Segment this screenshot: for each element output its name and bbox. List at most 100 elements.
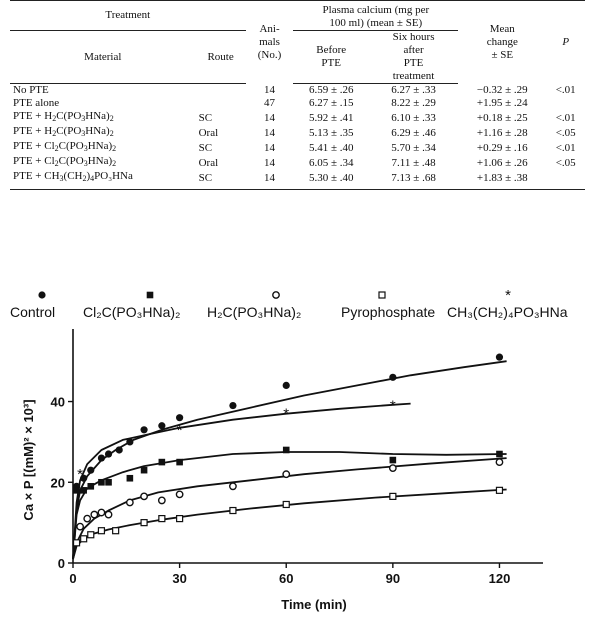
table-row: No PTE 14 6.59 ± .26 6.27 ± .33 −0.32 ± … [10, 84, 585, 98]
plasma-header-line1: Plasma calcium (mg per [322, 4, 430, 16]
before-header-line2: PTE [321, 57, 341, 69]
legend-marker-0 [38, 291, 46, 299]
mean-header-line1: Mean [489, 22, 515, 35]
data-point-s0-1 [80, 474, 88, 482]
cell-route: SC [198, 142, 213, 154]
data-point-s1-5 [126, 474, 134, 482]
axes: 0 30 60 90 120 0 20 40 Time (min) Ca × P [(mM)² ×… [21, 329, 543, 612]
data-points: * * * * [72, 353, 504, 547]
data-point-s1-9 [282, 446, 290, 454]
legend-label: H₂C(PO₃HNa)₂ [207, 304, 301, 320]
plasma-calcium-header: Plasma calcium (mg per 100 ml) (mean ± S… [293, 0, 459, 31]
treatment-header: Treatment [10, 0, 246, 31]
six-header-line3: PTE [403, 57, 424, 69]
cell-p: <.01 [555, 142, 576, 154]
cell-material: PTE + Cl2C(PO3HNa)2 [13, 155, 117, 168]
cell-after: 8.22 ± .29 [391, 97, 436, 109]
legend: Control Cl₂C(PO₃HNa)₂ H₂C(PO₃HNa)₂ Pyrophos… [10, 287, 568, 320]
data-point-s3-7 [176, 515, 184, 523]
table-row: PTE + Cl2C(PO3HNa)2 SC 14 5.41 ± .40 5.7… [10, 140, 585, 155]
cell-route: Oral [198, 127, 219, 139]
cell-animals: 14 [264, 127, 276, 139]
six-header-line4: treatment [392, 70, 435, 82]
data-point-s0-2 [87, 466, 95, 474]
cell-animals: 14 [264, 142, 276, 154]
data-point-s0-12 [389, 373, 397, 381]
legend-label: Pyrophosphate [341, 304, 435, 320]
cell-route: SC [198, 112, 213, 124]
legend-marker-1 [146, 291, 154, 299]
animals-header: Ani- mals (No.) [245, 0, 294, 84]
data-point-s2-3 [97, 508, 106, 517]
results-table: Treatment Ani- mals (No.) Plasma calcium… [10, 0, 585, 190]
cell-material: No PTE [13, 84, 49, 96]
cell-p: <.01 [555, 112, 576, 124]
mean-header-line3: ± SE [491, 48, 514, 61]
cell-material: PTE + CH3(CH2)4PO₃HNa [10, 170, 196, 190]
mean-header-line2: change [486, 35, 518, 48]
data-point-s1-0 [73, 487, 80, 494]
cell-before: 6.27 ± .15 [308, 97, 354, 109]
y-axis-title: Ca × P [(mM)² × 10³] [21, 399, 36, 520]
results-table-section: Treatment Ani- mals (No.) Plasma calcium… [10, 0, 585, 250]
cell-before: 5.92 ± .41 [308, 112, 354, 124]
table-row: PTE + CH3(CH2)4PO₃HNa SC 14 5.30 ± .40 7… [10, 170, 585, 190]
cell-change: +1.16 ± .28 [476, 127, 528, 139]
data-point-s3-9 [282, 500, 290, 509]
mean-change-header: Mean change ± SE [458, 0, 547, 84]
cell-change: +1.95 ± .24 [476, 97, 528, 109]
y-tick-label: 40 [51, 395, 65, 410]
series-line-4 [72, 402, 411, 560]
data-point-s0-6 [126, 438, 134, 446]
data-point-s3-3 [97, 527, 106, 535]
x-tick-label: 120 [489, 571, 511, 586]
cell-change: −0.32 ± .29 [476, 84, 528, 96]
data-point-s2-9 [229, 482, 237, 491]
data-point-s3-5 [140, 519, 148, 527]
data-point-s1-11 [496, 450, 503, 458]
data-point-s1-8 [176, 458, 183, 466]
cell-animals: 47 [264, 97, 276, 109]
cell-change: +1.83 ± .38 [458, 170, 547, 190]
cell-change: +1.06 ± .26 [476, 157, 528, 169]
x-tick-label: 0 [69, 571, 76, 586]
y-tick-label: 20 [51, 475, 65, 490]
material-header: Material [10, 30, 196, 84]
cell-route: Oral [198, 157, 219, 169]
route-header: Route [195, 30, 246, 84]
data-point-s0-4 [104, 450, 113, 458]
table-header-row-1: Treatment Ani- mals (No.) Plasma calcium… [10, 0, 585, 84]
cell-animals: 14 [264, 84, 276, 96]
y-tick-label: 0 [58, 556, 65, 571]
table-row: PTE alone 47 6.27 ± .15 8.22 ± .29 +1.95… [10, 97, 585, 110]
cell-after: 7.11 ± .48 [391, 157, 436, 169]
six-header-line1: Six hours [392, 31, 435, 43]
data-point-s2-2 [90, 510, 99, 519]
before-header-line1: Before [316, 44, 347, 56]
data-point-s1-2 [87, 483, 95, 490]
cell-before: 5.41 ± .40 [308, 142, 354, 154]
table-row: PTE + Cl2C(PO3HNa)2 Oral 14 6.05 ± .34 7… [10, 155, 585, 170]
cell-after: 6.10 ± .33 [391, 112, 436, 124]
data-point-s3-0 [72, 539, 81, 547]
series-line-2 [72, 457, 507, 560]
data-point-s2-10 [282, 470, 291, 479]
data-point-s4-1: * [177, 422, 183, 439]
data-point-s2-11 [388, 464, 397, 473]
chart-svg: Control Cl₂C(PO₃HNa)₂ H₂C(PO₃HNa)₂ Pyrophos… [10, 287, 568, 612]
legend-label: CH₃(CH₂)₄PO₃HNa [447, 304, 568, 320]
animals-header-line1: Ani- [259, 22, 280, 35]
data-point-s0-13 [495, 353, 504, 361]
six-header-line2: after [403, 44, 424, 56]
data-point-s2-8 [175, 490, 184, 499]
cell-before: 6.59 ± .26 [308, 84, 354, 96]
data-point-s2-0 [76, 522, 85, 531]
cell-animals: 14 [245, 170, 294, 190]
table-header-row-2: Material Route Before PTE Six hours afte… [10, 30, 585, 84]
cell-before: 5.30 ± .40 [293, 170, 369, 190]
x-tick-label: 60 [279, 571, 293, 586]
series-line-0 [72, 360, 507, 560]
data-point-s0-11 [282, 381, 290, 389]
cell-p [546, 97, 585, 110]
data-point-s0-5 [115, 446, 123, 454]
